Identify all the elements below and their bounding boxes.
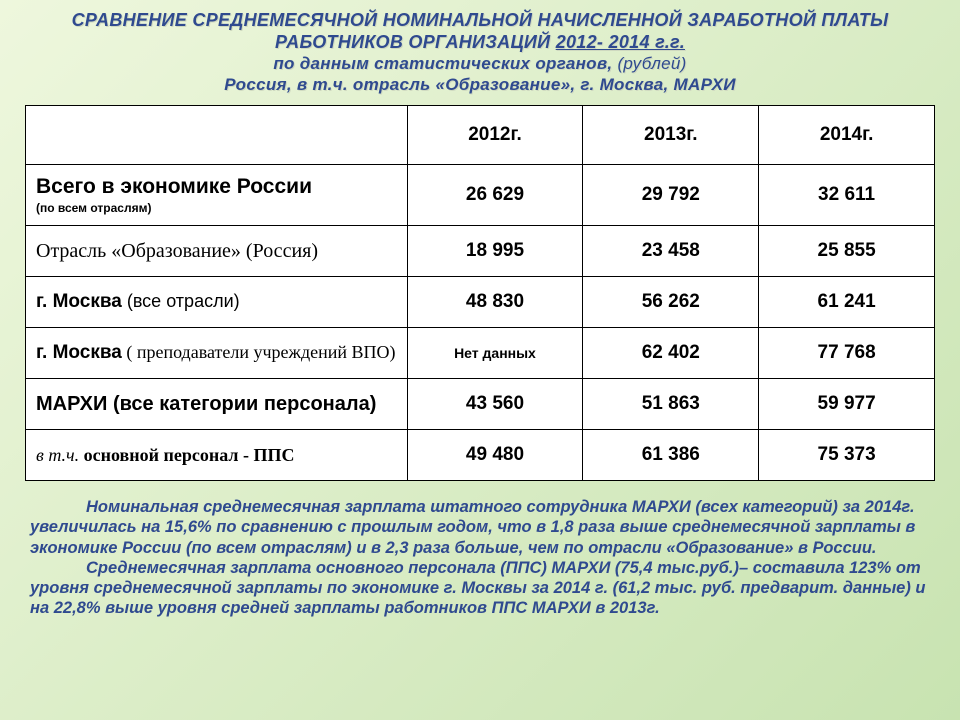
row-label: г. Москва (все отрасли) xyxy=(26,277,408,328)
cell: 61 241 xyxy=(759,277,935,328)
table-row: г. Москва (все отрасли) 48 830 56 262 61… xyxy=(26,277,935,328)
cell: 48 830 xyxy=(407,277,583,328)
table-row: Всего в экономике России (по всем отрасл… xyxy=(26,165,935,226)
footer-paragraph-1: Номинальная среднемесячная зарплата штат… xyxy=(30,497,930,557)
col-header-2012: 2012г. xyxy=(407,106,583,165)
cell: 18 995 xyxy=(407,226,583,277)
cell: 43 560 xyxy=(407,379,583,430)
cell: 23 458 xyxy=(583,226,759,277)
table-row: МАРХИ (все категории персонала) 43 560 5… xyxy=(26,379,935,430)
cell: 51 863 xyxy=(583,379,759,430)
cell: 49 480 xyxy=(407,430,583,481)
cell: 59 977 xyxy=(759,379,935,430)
col-header-2013: 2013г. xyxy=(583,106,759,165)
cell: 29 792 xyxy=(583,165,759,226)
row-label: Отрасль «Образование» (Россия) xyxy=(26,226,408,277)
table-row: г. Москва ( преподаватели учреждений ВПО… xyxy=(26,328,935,379)
slide: СРАВНЕНИЕ СРЕДНЕМЕСЯЧНОЙ НОМИНАЛЬНОЙ НАЧ… xyxy=(0,0,960,720)
row-label: в т.ч. основной персонал - ППС xyxy=(26,430,408,481)
row-label: МАРХИ (все категории персонала) xyxy=(26,379,408,430)
cell: 75 373 xyxy=(759,430,935,481)
title-block: СРАВНЕНИЕ СРЕДНЕМЕСЯЧНОЙ НОМИНАЛЬНОЙ НАЧ… xyxy=(22,10,938,95)
title-line-1: СРАВНЕНИЕ СРЕДНЕМЕСЯЧНОЙ НОМИНАЛЬНОЙ НАЧ… xyxy=(28,10,932,32)
cell: 32 611 xyxy=(759,165,935,226)
cell: 56 262 xyxy=(583,277,759,328)
data-table: 2012г. 2013г. 2014г. Всего в экономике Р… xyxy=(25,105,935,481)
cell: 62 402 xyxy=(583,328,759,379)
row-label: г. Москва ( преподаватели учреждений ВПО… xyxy=(26,328,408,379)
table-row: в т.ч. основной персонал - ППС 49 480 61… xyxy=(26,430,935,481)
col-header-stub xyxy=(26,106,408,165)
cell: 77 768 xyxy=(759,328,935,379)
title-line-3: по данным статистических органов, (рубле… xyxy=(28,54,932,75)
title-line-2: РАБОТНИКОВ ОРГАНИЗАЦИЙ 2012- 2014 г.г. xyxy=(28,32,932,54)
cell: 61 386 xyxy=(583,430,759,481)
row-label: Всего в экономике России (по всем отрасл… xyxy=(26,165,408,226)
table-header-row: 2012г. 2013г. 2014г. xyxy=(26,106,935,165)
title-line-4: Россия, в т.ч. отрасль «Образование», г.… xyxy=(28,75,932,96)
footer-paragraph-2: Среднемесячная зарплата основного персон… xyxy=(30,558,930,618)
cell: 26 629 xyxy=(407,165,583,226)
cell: 25 855 xyxy=(759,226,935,277)
col-header-2014: 2014г. xyxy=(759,106,935,165)
table-row: Отрасль «Образование» (Россия) 18 995 23… xyxy=(26,226,935,277)
cell: Нет данных xyxy=(407,328,583,379)
footer-text: Номинальная среднемесячная зарплата штат… xyxy=(30,497,930,618)
